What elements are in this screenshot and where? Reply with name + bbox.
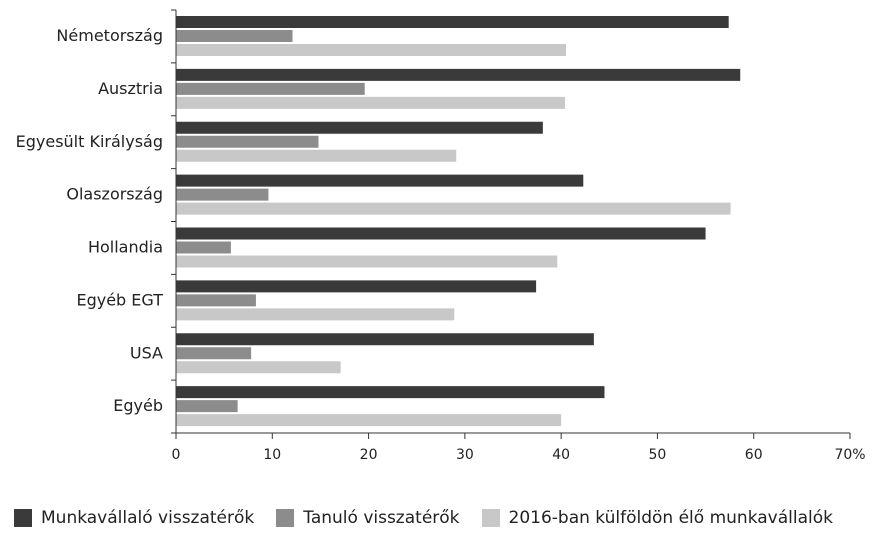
legend-item: 2016-ban külföldön élő munkavállalók <box>481 508 833 528</box>
bar-1-3 <box>176 188 269 201</box>
category-label: Ausztria <box>98 79 163 98</box>
bar-0-2 <box>176 121 543 134</box>
bar-2-7 <box>176 414 562 427</box>
bar-2-3 <box>176 202 731 215</box>
category-label: Egyéb <box>113 396 163 415</box>
bar-0-5 <box>176 280 537 293</box>
x-tick-label: 40 <box>552 447 570 463</box>
bar-1-5 <box>176 294 256 307</box>
legend: Munkavállaló visszatérők Tanuló visszatér… <box>14 508 855 528</box>
x-tick-label: 20 <box>360 447 378 463</box>
legend-item: Tanuló visszatérők <box>276 508 460 528</box>
x-tick-label: 50 <box>649 447 667 463</box>
bar-2-2 <box>176 149 457 162</box>
bar-1-4 <box>176 241 231 254</box>
bar-2-0 <box>176 44 566 56</box>
legend-swatch <box>481 509 500 527</box>
bar-0-7 <box>176 386 605 399</box>
bar-1-7 <box>176 400 238 413</box>
category-label: Olaszország <box>66 185 163 204</box>
legend-item: Munkavállaló visszatérők <box>14 508 254 528</box>
bar-1-2 <box>176 135 319 148</box>
bar-2-5 <box>176 308 455 321</box>
bar-chart: Németország Ausztria Egyesült Királyság Ola… <box>16 9 866 463</box>
bar-0-0 <box>176 16 729 28</box>
axes-group: 0 10 20 30 40 50 60 70% <box>171 9 866 463</box>
bar-1-0 <box>176 30 293 42</box>
bar-2-4 <box>176 255 558 268</box>
bar-2-6 <box>176 361 341 374</box>
x-tick-label: 60 <box>745 447 763 463</box>
category-labels: Németország Ausztria Egyesült Királyság Ola… <box>16 26 164 415</box>
bar-2-1 <box>176 96 565 109</box>
bar-0-1 <box>176 68 741 81</box>
bar-0-6 <box>176 333 594 346</box>
bar-0-3 <box>176 174 584 187</box>
bar-0-4 <box>176 227 706 240</box>
x-tick-label: 10 <box>263 447 281 463</box>
category-label: Egyesült Királyság <box>16 132 163 151</box>
category-label: Egyéb EGT <box>76 290 163 309</box>
bar-1-1 <box>176 82 365 95</box>
category-label: Hollandia <box>88 238 163 257</box>
x-tick-label: 30 <box>456 447 474 463</box>
x-tick-label: 0 <box>172 447 181 463</box>
legend-swatch <box>14 509 32 527</box>
legend-label: 2016-ban külföldön élő munkavállalók <box>508 508 833 528</box>
legend-label: Tanuló visszatérők <box>303 508 460 528</box>
x-tick-label: 70% <box>834 447 865 463</box>
legend-label: Munkavállaló visszatérők <box>41 508 255 528</box>
legend-swatch <box>276 509 295 527</box>
bar-1-6 <box>176 347 252 360</box>
category-label: Németország <box>56 26 163 45</box>
bars-group <box>176 16 741 427</box>
category-label: USA <box>130 343 163 362</box>
